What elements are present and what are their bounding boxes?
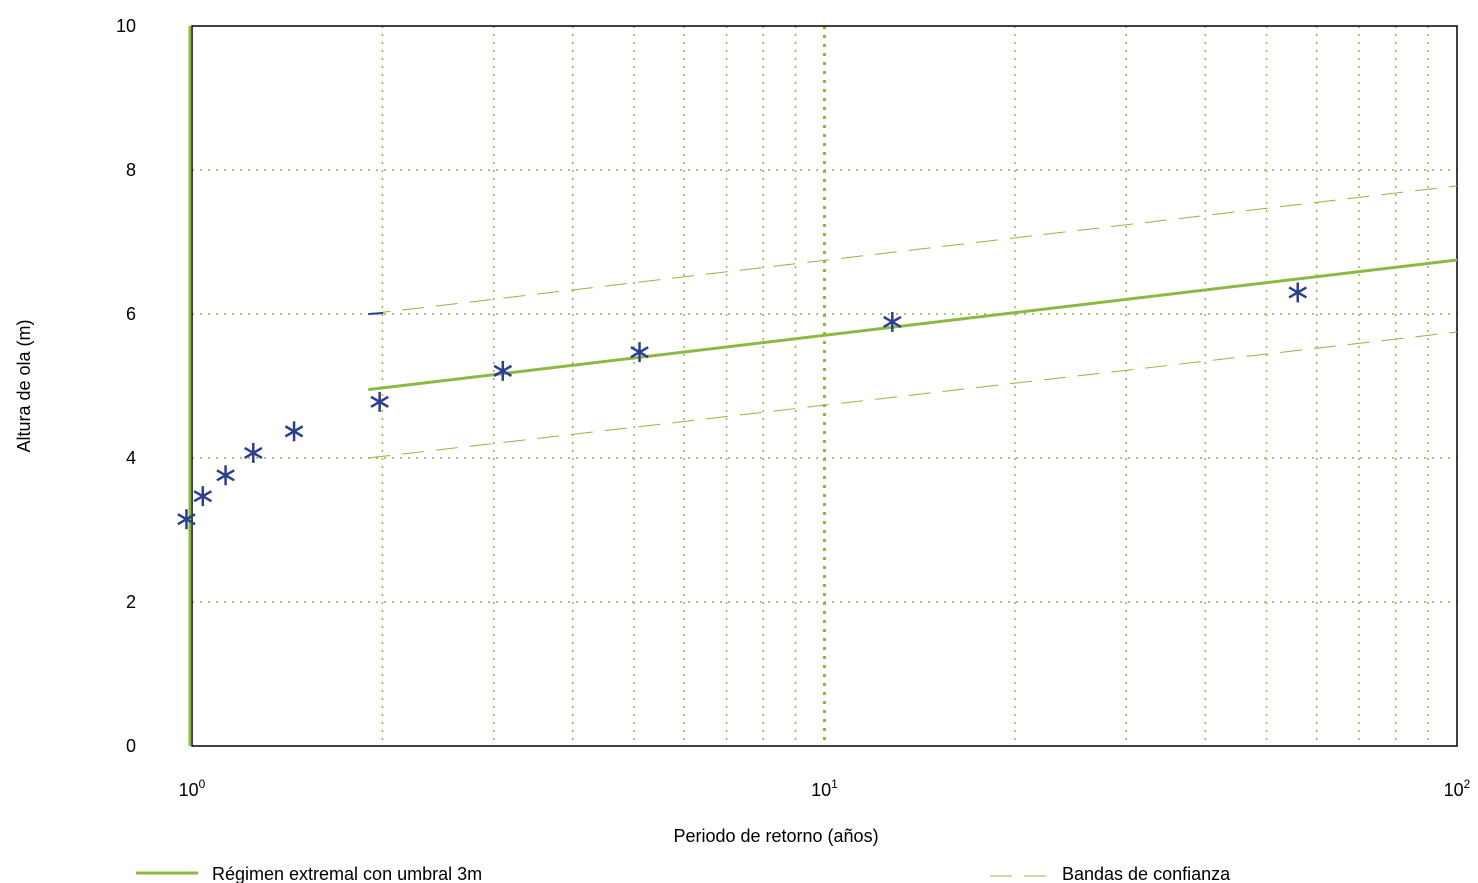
confidence-bands bbox=[368, 185, 1458, 459]
legend: Régimen extremal con umbral 3m Bandas de… bbox=[136, 864, 1231, 883]
data-point bbox=[1288, 282, 1308, 303]
data-point bbox=[284, 421, 304, 442]
data-point bbox=[177, 509, 196, 530]
y-tick-label: 2 bbox=[126, 592, 136, 612]
data-point bbox=[216, 465, 235, 486]
legend-fit-label: Régimen extremal con umbral 3m bbox=[212, 864, 482, 883]
plot-frame bbox=[191, 25, 1458, 747]
x-axis-title: Periodo de retorno (años) bbox=[673, 826, 878, 846]
x-tick-label: 101 bbox=[811, 777, 838, 800]
observed-points bbox=[177, 282, 1308, 530]
data-point bbox=[883, 311, 902, 332]
grid-lines bbox=[192, 26, 1457, 746]
confidence-band-lower bbox=[368, 331, 1458, 459]
y-tick-label: 8 bbox=[126, 160, 136, 180]
fit-line bbox=[368, 258, 1458, 392]
data-point bbox=[244, 442, 263, 463]
y-tick-labels: 0 2 4 6 8 10 bbox=[116, 16, 136, 756]
x-tick-label: 100 bbox=[179, 777, 206, 800]
data-point bbox=[370, 391, 389, 412]
y-tick-label: 4 bbox=[126, 448, 136, 468]
data-point bbox=[630, 342, 649, 363]
x-tick-labels: 100 101 102 bbox=[179, 777, 1471, 800]
x-tick-label: 102 bbox=[1444, 777, 1471, 800]
data-point bbox=[493, 360, 513, 381]
confidence-band-upper bbox=[368, 185, 1458, 315]
y-axis-title: Altura de ola (m) bbox=[14, 319, 34, 452]
y-tick-label: 0 bbox=[126, 736, 136, 756]
y-tick-label: 6 bbox=[126, 304, 136, 324]
legend-bands-label: Bandas de confianza bbox=[1062, 864, 1231, 883]
fit-line-segment bbox=[368, 258, 1458, 392]
data-point bbox=[193, 486, 213, 507]
confidence-band-start-dash bbox=[368, 312, 384, 315]
y-tick-label: 10 bbox=[116, 16, 136, 36]
